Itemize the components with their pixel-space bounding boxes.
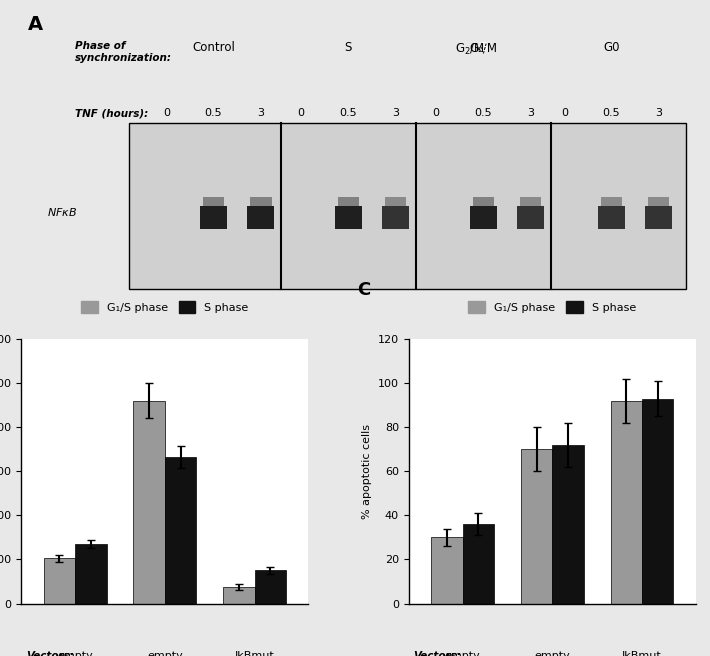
FancyBboxPatch shape bbox=[598, 206, 625, 229]
FancyBboxPatch shape bbox=[645, 206, 672, 229]
Bar bbox=[75, 544, 106, 604]
Text: 0.5: 0.5 bbox=[204, 108, 222, 118]
Text: NF$\kappa$B: NF$\kappa$B bbox=[47, 205, 77, 218]
Bar bbox=[521, 449, 552, 604]
Bar bbox=[642, 399, 673, 604]
Text: G: G bbox=[479, 41, 488, 54]
FancyBboxPatch shape bbox=[601, 197, 622, 206]
Text: Phase of
synchronization:: Phase of synchronization: bbox=[75, 41, 173, 63]
Legend: G₁/S phase, S phase: G₁/S phase, S phase bbox=[464, 297, 640, 318]
Bar bbox=[133, 401, 165, 604]
Text: empty: empty bbox=[444, 651, 481, 656]
Text: A: A bbox=[28, 15, 43, 34]
FancyBboxPatch shape bbox=[520, 197, 541, 206]
Text: G$_2$/M: G$_2$/M bbox=[455, 41, 485, 56]
FancyBboxPatch shape bbox=[648, 197, 670, 206]
Text: G₂/M: G₂/M bbox=[469, 41, 497, 54]
FancyBboxPatch shape bbox=[382, 206, 409, 229]
FancyBboxPatch shape bbox=[203, 197, 224, 206]
Text: 0: 0 bbox=[163, 108, 170, 118]
Text: 0.5: 0.5 bbox=[474, 108, 492, 118]
Text: 3: 3 bbox=[527, 108, 534, 118]
Text: 0: 0 bbox=[297, 108, 305, 118]
Text: 3: 3 bbox=[392, 108, 399, 118]
Text: IkBmut: IkBmut bbox=[234, 651, 274, 656]
FancyBboxPatch shape bbox=[129, 123, 686, 289]
Text: C: C bbox=[357, 281, 371, 299]
Legend: G₁/S phase, S phase: G₁/S phase, S phase bbox=[77, 297, 253, 318]
Text: IkBmut: IkBmut bbox=[622, 651, 662, 656]
FancyBboxPatch shape bbox=[200, 206, 227, 229]
FancyBboxPatch shape bbox=[470, 206, 497, 229]
FancyBboxPatch shape bbox=[517, 206, 544, 229]
Text: S: S bbox=[345, 41, 352, 54]
Text: 3: 3 bbox=[257, 108, 264, 118]
Text: 3: 3 bbox=[655, 108, 662, 118]
FancyBboxPatch shape bbox=[385, 197, 406, 206]
Bar bbox=[552, 445, 584, 604]
FancyBboxPatch shape bbox=[473, 197, 494, 206]
Bar bbox=[223, 587, 254, 604]
Text: Control: Control bbox=[192, 41, 235, 54]
Y-axis label: % apoptotic cells: % apoptotic cells bbox=[362, 424, 372, 519]
Bar bbox=[254, 571, 286, 604]
Bar bbox=[431, 537, 463, 604]
Text: empty: empty bbox=[535, 651, 570, 656]
Text: empty: empty bbox=[147, 651, 182, 656]
FancyBboxPatch shape bbox=[338, 197, 359, 206]
Text: G0: G0 bbox=[604, 41, 620, 54]
FancyBboxPatch shape bbox=[247, 206, 274, 229]
FancyBboxPatch shape bbox=[335, 206, 362, 229]
Text: 0: 0 bbox=[432, 108, 439, 118]
Text: 0.5: 0.5 bbox=[339, 108, 357, 118]
Bar bbox=[463, 524, 494, 604]
Text: 0: 0 bbox=[561, 108, 568, 118]
Text: Vectors:: Vectors: bbox=[26, 651, 74, 656]
Bar bbox=[44, 558, 75, 604]
Bar bbox=[611, 401, 642, 604]
Text: empty: empty bbox=[58, 651, 93, 656]
Text: TNF (hours):: TNF (hours): bbox=[75, 108, 148, 118]
FancyBboxPatch shape bbox=[250, 197, 271, 206]
Text: 0.5: 0.5 bbox=[603, 108, 621, 118]
Text: Vectors:: Vectors: bbox=[413, 651, 461, 656]
Bar bbox=[165, 457, 196, 604]
